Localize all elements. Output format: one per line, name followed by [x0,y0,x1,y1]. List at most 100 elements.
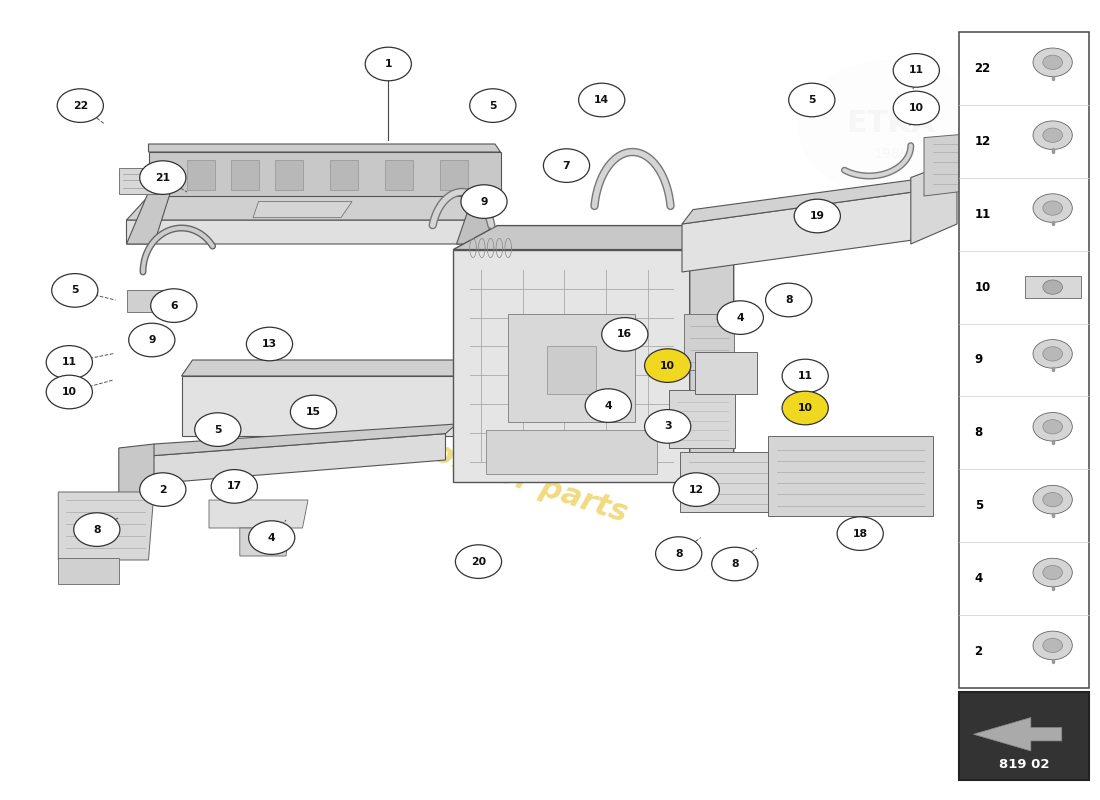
Polygon shape [440,160,467,190]
Text: 11: 11 [975,208,991,221]
Text: 19: 19 [810,211,825,221]
Polygon shape [453,250,690,482]
Circle shape [766,283,812,317]
Text: 8: 8 [975,426,983,439]
Text: 12: 12 [975,135,991,148]
Circle shape [782,391,828,425]
Text: 4: 4 [605,401,612,410]
Text: 7: 7 [563,161,570,170]
Circle shape [211,470,257,503]
Circle shape [455,545,502,578]
Text: 15: 15 [306,407,321,417]
Circle shape [837,517,883,550]
Text: 1: 1 [385,59,392,69]
Circle shape [1043,638,1063,653]
Circle shape [1043,493,1063,506]
Text: 2: 2 [975,645,982,658]
Polygon shape [924,132,990,196]
Circle shape [1043,55,1063,70]
Circle shape [1043,280,1063,294]
Polygon shape [148,434,446,484]
Polygon shape [253,202,352,218]
Polygon shape [330,160,358,190]
Circle shape [1033,558,1072,587]
Circle shape [46,346,92,379]
Polygon shape [385,160,412,190]
Circle shape [579,83,625,117]
Circle shape [543,149,590,182]
Circle shape [798,60,984,196]
Polygon shape [182,360,473,376]
Circle shape [1033,121,1072,150]
Text: 5: 5 [72,286,78,295]
Polygon shape [209,500,308,528]
Polygon shape [126,196,500,220]
Circle shape [52,274,98,307]
Circle shape [74,513,120,546]
Circle shape [645,410,691,443]
Polygon shape [58,558,119,584]
Text: 17: 17 [227,482,242,491]
Text: 14: 14 [594,95,609,105]
Circle shape [249,521,295,554]
Polygon shape [126,220,473,244]
Text: 13: 13 [262,339,277,349]
Circle shape [1033,631,1072,660]
Polygon shape [695,352,757,394]
Text: 9: 9 [481,197,487,206]
Circle shape [1043,128,1063,142]
Text: 21: 21 [155,173,170,182]
Circle shape [140,473,186,506]
Circle shape [140,161,186,194]
Circle shape [57,89,103,122]
Text: a passion for parts: a passion for parts [315,400,631,528]
Circle shape [673,473,719,506]
Polygon shape [453,226,734,250]
Circle shape [656,537,702,570]
Polygon shape [768,436,933,516]
Polygon shape [58,492,154,560]
Circle shape [717,301,763,334]
Text: 6: 6 [170,301,177,310]
Text: 8: 8 [732,559,738,569]
Text: 10: 10 [909,103,924,113]
Circle shape [1033,486,1072,514]
Polygon shape [682,178,930,224]
Polygon shape [148,144,500,152]
Text: 8: 8 [94,525,100,534]
Polygon shape [547,346,596,394]
Text: 22: 22 [73,101,88,110]
Bar [959,692,1089,780]
Text: 10: 10 [798,403,813,413]
Text: 4: 4 [268,533,275,542]
Circle shape [1033,194,1072,222]
Polygon shape [690,226,734,482]
Circle shape [789,83,835,117]
Circle shape [365,47,411,81]
Circle shape [246,327,293,361]
Polygon shape [669,390,735,448]
Circle shape [645,349,691,382]
Polygon shape [974,718,1062,751]
Text: 8: 8 [675,549,682,558]
Text: 1985: 1985 [873,146,909,161]
Text: 10: 10 [660,361,675,370]
Polygon shape [240,528,289,556]
Text: 5: 5 [808,95,815,105]
Circle shape [794,199,840,233]
Text: 11: 11 [62,358,77,367]
Circle shape [195,413,241,446]
Text: 819 02: 819 02 [999,758,1049,770]
Text: 2: 2 [160,485,166,494]
Polygon shape [456,196,501,244]
Bar [959,32,1089,688]
Text: 22: 22 [975,62,991,75]
Text: 11: 11 [909,66,924,75]
Circle shape [1043,346,1063,361]
Text: 12: 12 [689,485,704,494]
Circle shape [1033,413,1072,441]
Polygon shape [684,314,734,370]
Text: 4: 4 [737,313,744,322]
Text: 5: 5 [490,101,496,110]
Text: 9: 9 [975,354,983,366]
